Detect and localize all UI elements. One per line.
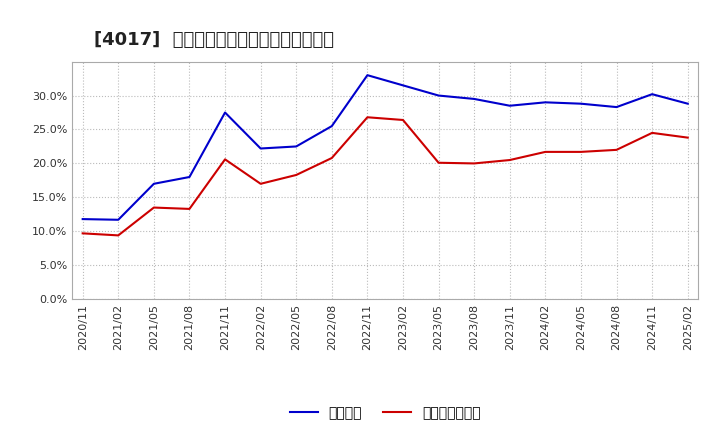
固定比率: [470, 96, 479, 102]
固定比率: [185, 174, 194, 180]
固定比率: [577, 101, 585, 106]
固定比率: [363, 73, 372, 78]
固定長期適合率: [541, 149, 549, 154]
固定比率: [648, 92, 657, 97]
固定比率: [150, 181, 158, 187]
固定比率: [78, 216, 87, 222]
固定比率: [256, 146, 265, 151]
固定長期適合率: [648, 130, 657, 136]
Legend: 固定比率, 固定長期適合率: 固定比率, 固定長期適合率: [290, 406, 480, 420]
固定長期適合率: [114, 233, 122, 238]
固定長期適合率: [150, 205, 158, 210]
固定比率: [114, 217, 122, 222]
固定比率: [541, 100, 549, 105]
固定長期適合率: [256, 181, 265, 187]
固定長期適合率: [292, 172, 300, 178]
固定長期適合率: [363, 115, 372, 120]
固定比率: [292, 144, 300, 149]
固定比率: [683, 101, 692, 106]
固定長期適合率: [577, 149, 585, 154]
固定長期適合率: [612, 147, 621, 153]
固定長期適合率: [328, 155, 336, 161]
Line: 固定比率: 固定比率: [83, 75, 688, 220]
固定長期適合率: [78, 231, 87, 236]
固定長期適合率: [505, 158, 514, 163]
固定比率: [399, 83, 408, 88]
固定長期適合率: [434, 160, 443, 165]
Text: [4017]  固定比率、固定長期適合率の推移: [4017] 固定比率、固定長期適合率の推移: [94, 31, 333, 49]
固定長期適合率: [683, 135, 692, 140]
固定長期適合率: [470, 161, 479, 166]
固定比率: [328, 124, 336, 129]
固定比率: [505, 103, 514, 108]
固定長期適合率: [399, 117, 408, 123]
固定比率: [434, 93, 443, 98]
Line: 固定長期適合率: 固定長期適合率: [83, 117, 688, 235]
固定比率: [612, 104, 621, 110]
固定長期適合率: [221, 157, 230, 162]
固定比率: [221, 110, 230, 115]
固定長期適合率: [185, 206, 194, 212]
